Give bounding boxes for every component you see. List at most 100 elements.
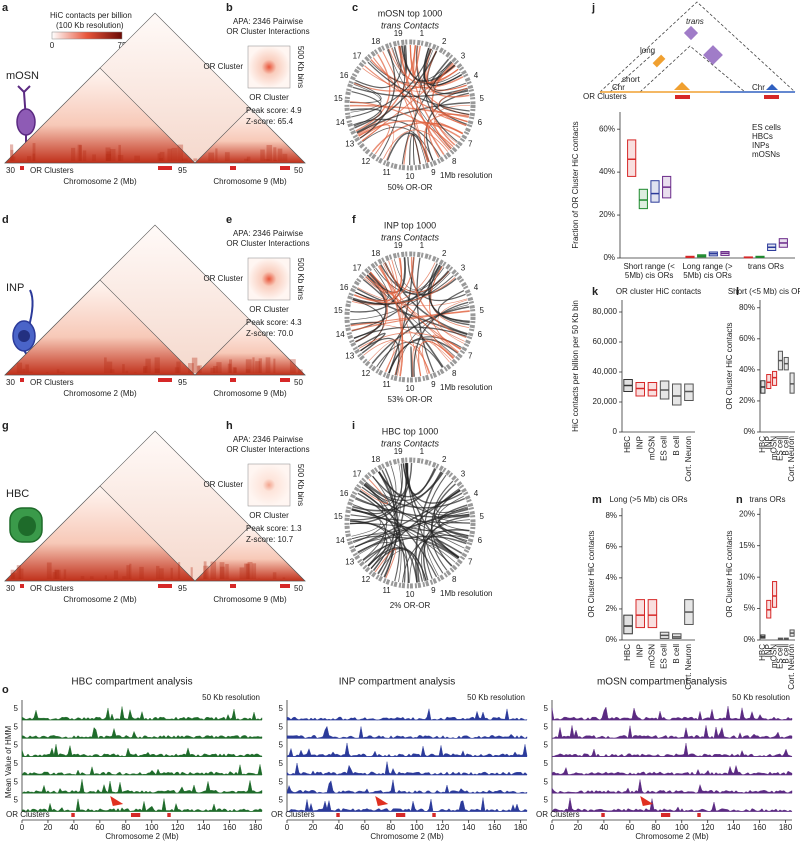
chr2-heatmap bbox=[4, 67, 196, 164]
chromosome-label: 15 bbox=[334, 306, 343, 315]
circos-chord bbox=[433, 105, 471, 150]
heatmap-texture bbox=[216, 362, 222, 373]
or-or-fraction: 2% OR-OR bbox=[390, 601, 431, 610]
heatmap-texture bbox=[118, 144, 121, 161]
circos-chord bbox=[362, 67, 467, 93]
schematic-label: long bbox=[640, 46, 655, 55]
row-tick-label: 5 bbox=[279, 722, 284, 731]
heatmap-texture bbox=[106, 361, 113, 373]
heatmap-texture bbox=[104, 357, 107, 373]
y-tick-label: 0 bbox=[613, 427, 618, 436]
circos-chord bbox=[349, 522, 468, 542]
or-clusters-label: OR Clusters bbox=[30, 166, 74, 175]
x-tick-label: 40 bbox=[69, 823, 78, 832]
category-label: B cell bbox=[781, 436, 790, 456]
chr2-heatmap bbox=[4, 485, 196, 582]
apa-title: APA: 2346 Pairwise bbox=[233, 435, 304, 444]
apa-plot bbox=[247, 45, 291, 89]
circos-chord bbox=[360, 478, 388, 505]
box bbox=[671, 383, 682, 406]
y-tick-label: 20% bbox=[599, 210, 615, 219]
circos-chord bbox=[431, 62, 456, 146]
heatmap-texture bbox=[191, 357, 198, 373]
heatmap-texture bbox=[143, 366, 148, 373]
heatmap-texture bbox=[10, 144, 14, 161]
chromosome-label: 9 bbox=[431, 586, 436, 595]
circos-chord bbox=[350, 83, 382, 113]
schematic-label: short bbox=[622, 75, 641, 84]
heatmap-texture bbox=[104, 575, 107, 579]
apa-bins: 500 Kb bins bbox=[296, 464, 305, 506]
circos-chord bbox=[401, 45, 461, 85]
heatmap-texture bbox=[54, 569, 60, 579]
chromosome-label: 3 bbox=[461, 263, 466, 272]
heatmap-texture bbox=[227, 363, 232, 373]
circos-chord bbox=[368, 272, 444, 368]
circos-chord bbox=[352, 504, 387, 566]
heatmap-texture bbox=[143, 367, 147, 373]
heatmap-texture bbox=[225, 563, 229, 579]
y-tick-label: 60% bbox=[599, 124, 615, 133]
row-tick-label: 5 bbox=[544, 777, 549, 786]
track-signal bbox=[551, 725, 793, 739]
circos-chord bbox=[410, 346, 413, 377]
chromosome-label: 4 bbox=[474, 489, 479, 498]
track-signal bbox=[21, 764, 263, 776]
heatmap-texture bbox=[188, 363, 194, 373]
y-tick-label: 60,000 bbox=[593, 337, 618, 346]
cell-label: INP bbox=[6, 282, 24, 294]
or-cluster-bar bbox=[432, 813, 436, 817]
category-label: ES cell bbox=[776, 436, 785, 461]
heatmap-texture bbox=[80, 576, 85, 579]
heatmap-texture bbox=[46, 562, 52, 579]
chart-title: OR cluster HiC contacts bbox=[616, 287, 701, 296]
or-clusters-label: OR Clusters bbox=[271, 810, 315, 819]
panel-letter: m bbox=[592, 494, 602, 506]
x-tick-label: 120 bbox=[701, 823, 715, 832]
box bbox=[671, 633, 682, 639]
heatmap-texture bbox=[247, 561, 253, 579]
trans-box bbox=[683, 25, 699, 41]
heatmap-texture bbox=[170, 567, 173, 579]
track-signal bbox=[551, 797, 793, 812]
y-tick-label: 20% bbox=[739, 509, 755, 518]
circos-ring bbox=[344, 457, 476, 589]
short-peak bbox=[766, 84, 778, 90]
circos-subtitle: trans Contacts bbox=[381, 232, 440, 242]
category-label: INP bbox=[764, 436, 773, 449]
circos-chord bbox=[372, 57, 451, 151]
circos-chord bbox=[351, 48, 432, 118]
track-title: HBC compartment analysis bbox=[71, 677, 192, 688]
x-tick-label: 0 bbox=[550, 823, 555, 832]
apa-bins: 500 Kb bins bbox=[296, 46, 305, 88]
circos-chord bbox=[350, 520, 393, 578]
heatmap-texture bbox=[224, 152, 230, 161]
axis-title: Chromosome 9 (Mb) bbox=[213, 595, 287, 604]
circos-chord bbox=[429, 264, 470, 326]
or-cluster-bar bbox=[280, 378, 290, 382]
heatmap-texture bbox=[244, 158, 249, 161]
chromosome-label: 10 bbox=[406, 172, 415, 181]
heatmap-texture bbox=[210, 561, 217, 579]
circos-chord bbox=[427, 545, 456, 576]
circos-chord bbox=[352, 471, 443, 512]
heatmap-texture bbox=[233, 367, 237, 373]
circos-chord bbox=[350, 463, 403, 521]
chromosome-label: 6 bbox=[478, 536, 483, 545]
heatmap-texture bbox=[16, 362, 23, 373]
track-signal bbox=[551, 764, 793, 776]
row-tick-label: 5 bbox=[14, 722, 19, 731]
or-cluster-bar bbox=[230, 166, 236, 170]
heatmap-texture bbox=[109, 149, 116, 161]
x-tick-label: 120 bbox=[436, 823, 450, 832]
circos-chord bbox=[357, 332, 386, 354]
row-tick-label: 5 bbox=[279, 704, 284, 713]
chromosome-label: 8 bbox=[452, 575, 457, 584]
track-signal bbox=[286, 708, 528, 721]
axis-start: 30 bbox=[6, 166, 15, 175]
apa-axis-label: OR Cluster bbox=[203, 480, 243, 489]
circos-subtitle: trans Contacts bbox=[381, 438, 440, 448]
heatmap-texture bbox=[133, 372, 137, 373]
track-resolution: 50 Kb resolution bbox=[202, 693, 260, 702]
circos-chord bbox=[350, 108, 382, 129]
